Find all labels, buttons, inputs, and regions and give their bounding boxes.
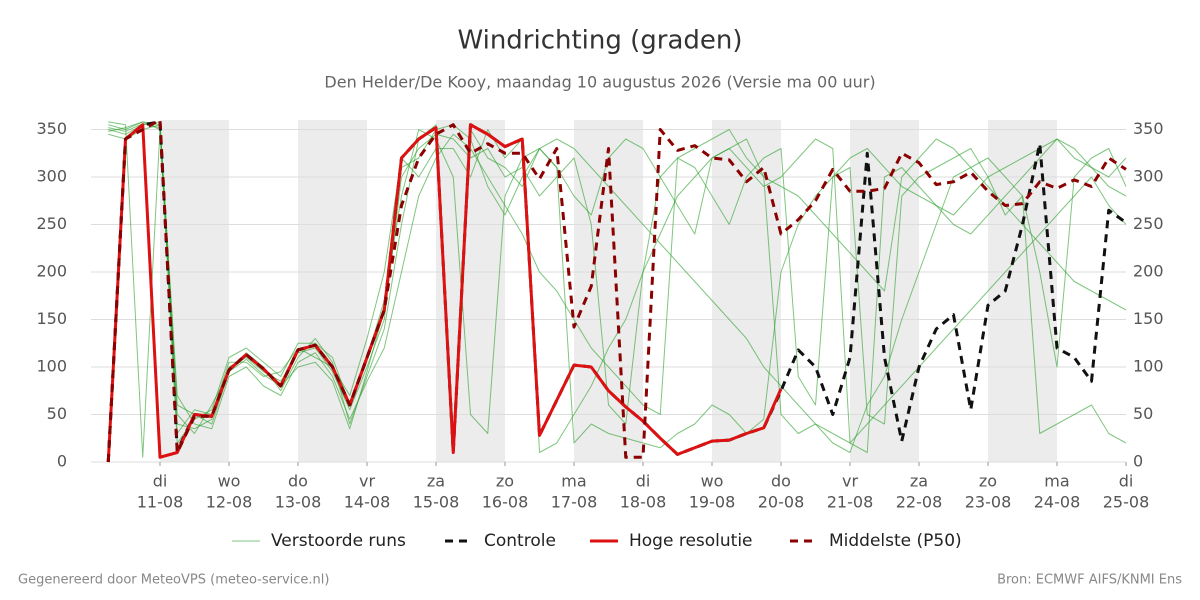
y-tick-label: 100 xyxy=(36,357,67,376)
chart-subtitle: Den Helder/De Kooy, maandag 10 augustus … xyxy=(324,73,875,92)
x-tick-weekday: za xyxy=(427,472,445,491)
x-tick-label: 14-08 xyxy=(344,493,391,512)
x-tick-weekday: di xyxy=(1119,472,1134,491)
chart-title: Windrichting (graden) xyxy=(457,26,742,56)
x-tick-weekday: vr xyxy=(359,472,375,491)
x-tick-label: 18-08 xyxy=(620,493,667,512)
x-tick-label: 12-08 xyxy=(206,493,253,512)
legend-label: Controle xyxy=(484,531,556,551)
x-tick-weekday: di xyxy=(636,472,651,491)
y-tick-label: 200 xyxy=(36,262,67,281)
y-tick-label: 350 xyxy=(36,119,67,138)
y-tick-label-right: 300 xyxy=(1133,167,1164,186)
ensemble-line xyxy=(108,121,1127,458)
x-tick-label: 20-08 xyxy=(758,493,805,512)
x-tick-weekday: wo xyxy=(218,472,241,491)
y-tick-label-right: 200 xyxy=(1133,262,1164,281)
ensemble-line xyxy=(108,121,1127,430)
legend-label: Middelste (P50) xyxy=(829,531,962,551)
x-tick-weekday: di xyxy=(153,472,168,491)
x-tick-weekday: zo xyxy=(496,472,514,491)
x-tick-label: 25-08 xyxy=(1103,493,1150,512)
x-tick-label: 17-08 xyxy=(551,493,598,512)
legend-label: Verstoorde runs xyxy=(271,531,406,551)
x-tick-label: 15-08 xyxy=(413,493,460,512)
x-tick-label: 13-08 xyxy=(275,493,322,512)
y-tick-label-right: 100 xyxy=(1133,357,1164,376)
shaded-day xyxy=(298,120,367,462)
legend-label: Hoge resolutie xyxy=(629,531,753,551)
x-tick-label: 16-08 xyxy=(482,493,529,512)
x-tick-weekday: ma xyxy=(1044,472,1069,491)
x-tick-label: 19-08 xyxy=(689,493,736,512)
y-tick-label-right: 150 xyxy=(1133,309,1164,328)
y-tick-label-right: 350 xyxy=(1133,119,1164,138)
series-line xyxy=(106,118,1127,463)
x-tick-weekday: do xyxy=(288,472,308,491)
ensemble-line xyxy=(108,123,1127,444)
x-tick-weekday: ma xyxy=(561,472,586,491)
y-tick-label: 300 xyxy=(36,167,67,186)
x-tick-weekday: vr xyxy=(842,472,858,491)
x-tick-weekday: do xyxy=(771,472,791,491)
y-tick-label-right: 250 xyxy=(1133,214,1164,233)
x-tick-weekday: za xyxy=(910,472,928,491)
x-tick-label: 11-08 xyxy=(137,493,184,512)
footer-left: Gegenereerd door MeteoVPS (meteo-service… xyxy=(18,573,329,588)
y-tick-label: 150 xyxy=(36,309,67,328)
ensemble-line xyxy=(108,124,1127,430)
y-tick-label-right: 50 xyxy=(1133,404,1153,423)
x-tick-label: 24-08 xyxy=(1034,493,1081,512)
x-tick-label: 23-08 xyxy=(965,493,1012,512)
ensemble-line xyxy=(108,121,1127,453)
y-tick-label: 0 xyxy=(57,452,67,471)
x-tick-weekday: wo xyxy=(701,472,724,491)
x-tick-label: 21-08 xyxy=(827,493,874,512)
x-tick-label: 22-08 xyxy=(896,493,943,512)
x-tick-weekday: zo xyxy=(979,472,997,491)
footer-right: Bron: ECMWF AIFS/KNMI Ens xyxy=(997,573,1182,588)
series-line xyxy=(106,120,1127,463)
y-tick-label-right: 0 xyxy=(1133,452,1143,471)
y-tick-label: 250 xyxy=(36,214,67,233)
y-tick-label: 50 xyxy=(47,404,67,423)
